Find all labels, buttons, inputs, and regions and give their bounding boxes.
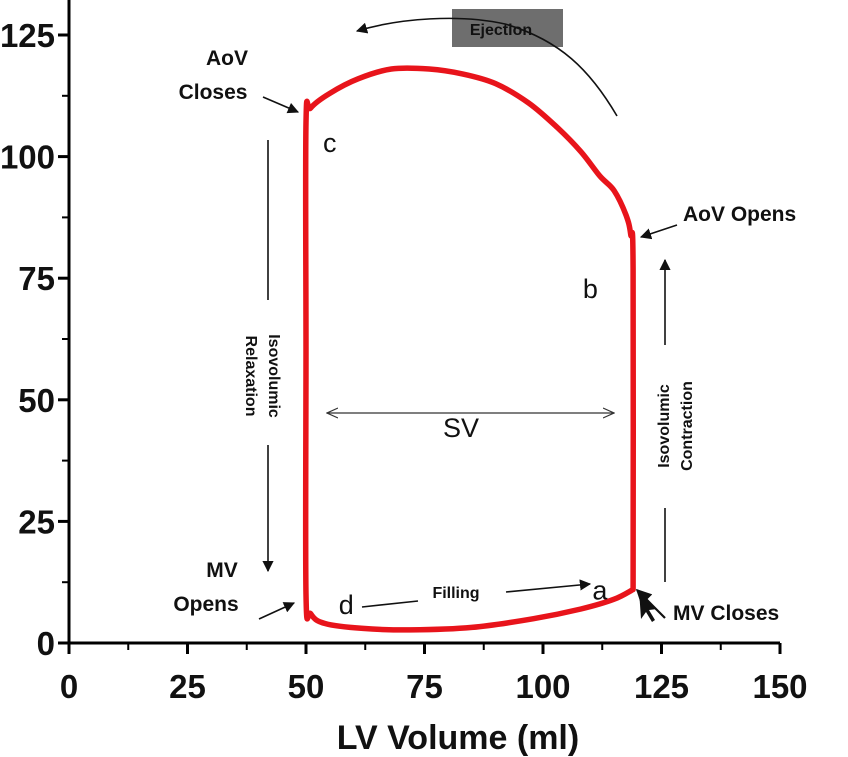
x-tick-label: 75 xyxy=(406,668,443,705)
y-tick-label: 75 xyxy=(18,260,55,297)
x-tick-label: 50 xyxy=(288,668,325,705)
aov-opens-label: AoV Opens xyxy=(683,203,796,226)
aov-opens-arrow xyxy=(639,224,678,240)
filling-label: Filling xyxy=(432,585,479,602)
x-tick-label: 150 xyxy=(752,668,807,705)
aov-closes-label-line2: Closes xyxy=(179,81,248,104)
point-label-a: a xyxy=(592,575,608,605)
x-tick-label: 125 xyxy=(634,668,689,705)
x-tick-group: 0 25 50 75 100 125 150 xyxy=(60,643,808,705)
ejection-arrow xyxy=(355,17,618,117)
y-tick-label: 50 xyxy=(18,382,55,419)
y-tick-group: 0 25 50 75 100 125 xyxy=(0,17,69,662)
x-axis-title: LV Volume (ml) xyxy=(337,719,579,757)
point-label-group: a b c d xyxy=(323,128,608,620)
x-tick-label: 100 xyxy=(515,668,570,705)
mv-opens-arrow xyxy=(258,602,296,620)
isovolumic-contraction-label-line1: Isovolumic xyxy=(656,384,673,468)
isovolumic-relaxation-label-line2: Relaxation xyxy=(242,336,259,417)
cursor-icon xyxy=(639,590,657,622)
stroke-volume-label: SV xyxy=(443,413,479,443)
x-tick-label: 25 xyxy=(169,668,206,705)
ejection-label: Ejection xyxy=(470,22,532,39)
y-tick-label: 25 xyxy=(18,503,55,540)
aov-closes-label-line1: AoV xyxy=(206,47,248,70)
mv-closes-label: MV Closes xyxy=(673,602,779,625)
y-tick-label: 0 xyxy=(37,625,55,662)
pv-loop-series-line xyxy=(302,65,637,633)
point-label-b: b xyxy=(583,274,598,304)
isovolumic-contraction-label-line2: Contraction xyxy=(679,381,696,471)
x-tick-label: 0 xyxy=(60,668,78,705)
y-tick-label: 100 xyxy=(0,139,55,176)
aov-closes-arrow xyxy=(262,96,300,114)
isovolumic-relaxation-label-line1: Isovolumic xyxy=(265,334,282,418)
y-tick-label: 125 xyxy=(0,17,55,54)
mv-opens-label-line2: Opens xyxy=(173,593,238,616)
mv-opens-label-line1: MV xyxy=(206,559,238,582)
point-label-d: d xyxy=(339,590,354,620)
point-label-c: c xyxy=(323,128,337,158)
filling-line-left xyxy=(361,600,419,608)
filling-arrow xyxy=(505,579,592,593)
